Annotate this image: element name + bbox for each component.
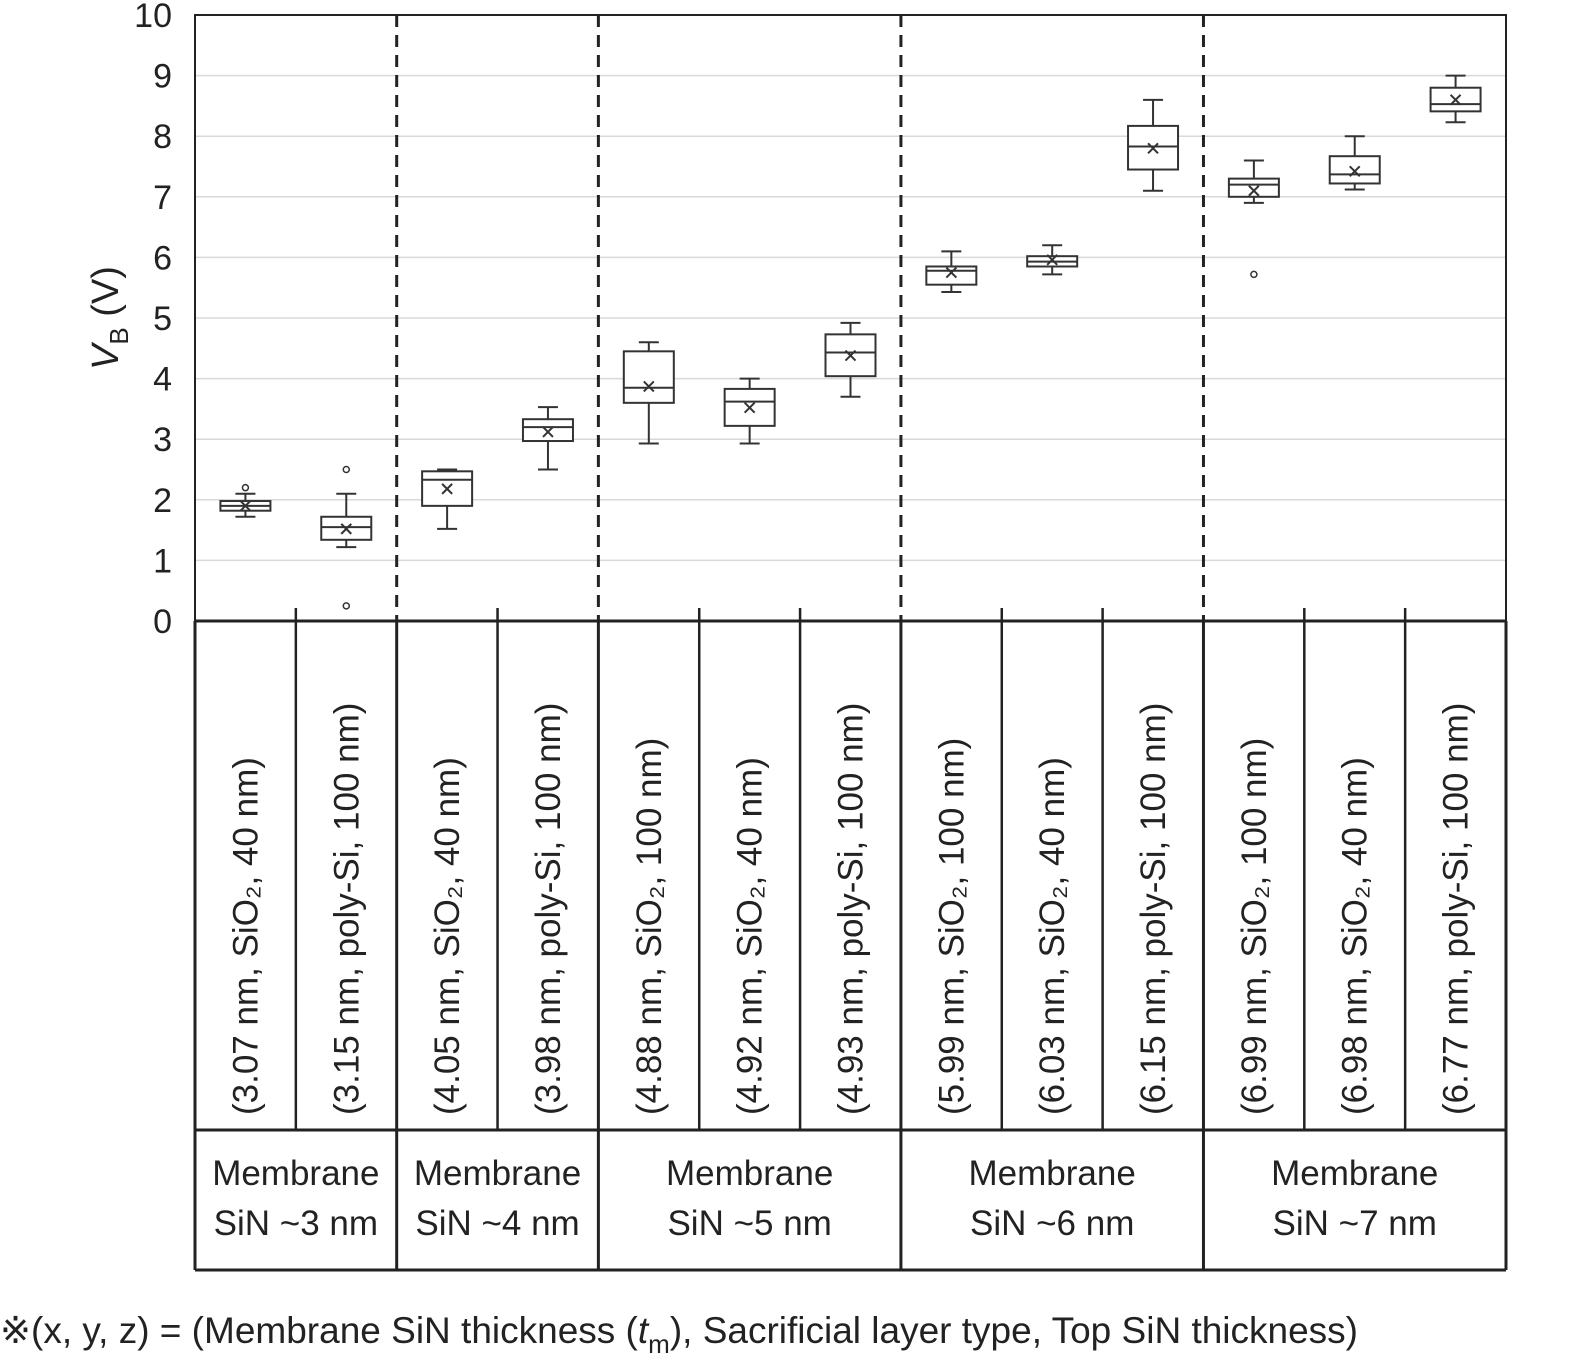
mean-marker [1248,185,1260,197]
box [521,418,574,443]
x-category-label: (6.15 nm, poly-Si, 100 nm) [1134,703,1173,1115]
y-tick-label: 5 [153,300,172,338]
x-category-label: (4.05 nm, SiO₂, 40 nm) [428,757,467,1115]
y-tick-label: 7 [153,179,172,217]
x-category-label: (5.99 nm, SiO₂, 100 nm) [932,738,971,1115]
group-label: Membrane [414,1154,581,1193]
x-category-label: (4.88 nm, SiO₂, 100 nm) [630,738,669,1115]
y-tick-label: 2 [153,482,172,520]
mean-marker [542,426,554,438]
x-category-label: (3.98 nm, poly-Si, 100 nm) [529,703,568,1115]
x-category-label: (3.07 nm, SiO₂, 40 nm) [226,757,265,1115]
x-category-label: (4.93 nm, poly-Si, 100 nm) [832,703,871,1115]
footnote-text: ), Sacrificial layer type, Top SiN thick… [670,1310,1358,1351]
x-category-label: (6.03 nm, SiO₂, 40 nm) [1033,757,1072,1115]
group-label: Membrane [969,1154,1136,1193]
mean-marker [1449,94,1462,106]
mean-marker [239,500,252,512]
x-category-label: (3.15 nm, poly-Si, 100 nm) [327,703,366,1115]
y-tick-label: 4 [153,361,172,399]
y-label-subscript: B [104,327,134,344]
box [622,350,675,404]
mean-marker [1046,254,1058,266]
y-tick-label: 0 [153,603,172,641]
y-label-symbol: V [85,341,127,370]
y-tick-label: 3 [153,421,172,459]
mean-marker [340,523,352,535]
group-label: SiN ~7 nm [1273,1204,1437,1243]
group-label: Membrane [212,1154,379,1193]
group-label: SiN ~3 nm [214,1204,378,1243]
box [925,265,978,286]
mean-marker [1147,142,1159,155]
group-label: SiN ~5 nm [667,1204,831,1243]
y-label-unit: (V) [85,266,127,327]
mean-marker [743,401,756,414]
y-tick-label: 6 [153,239,172,277]
box [1328,155,1381,185]
mean-marker [643,380,655,393]
x-category-label: (6.98 nm, SiO₂, 40 nm) [1336,757,1375,1115]
y-tick-label: 1 [153,542,172,580]
group-label: Membrane [666,1154,833,1193]
box [421,470,474,507]
footnote-subscript: m [648,1329,670,1357]
y-axis-label: VB (V) [85,266,134,370]
y-tick-label: 8 [153,118,172,156]
box [1227,177,1280,198]
group-label: SiN ~6 nm [970,1204,1134,1243]
y-tick-label: 9 [153,58,172,96]
outlier [1250,270,1258,279]
group-label: Membrane [1271,1154,1438,1193]
outlier [342,465,351,474]
footnote-text: ※(x, y, z) = (Membrane SiN thickness ( [0,1310,639,1351]
outlier [342,602,351,610]
outlier [241,483,250,492]
y-tick-label: 10 [134,0,172,35]
x-category-label: (6.77 nm, poly-Si, 100 nm) [1437,703,1476,1115]
footnote: ※(x, y, z) = (Membrane SiN thickness (tm… [0,1310,1358,1357]
mean-marker [441,483,453,495]
group-label: SiN ~4 nm [415,1204,579,1243]
mean-marker [1349,165,1361,178]
mean-marker [844,349,857,362]
x-category-label: (6.99 nm, SiO₂, 100 nm) [1235,738,1274,1115]
footnote-symbol: t [638,1310,650,1351]
x-category-label: (4.92 nm, SiO₂, 40 nm) [731,757,770,1115]
mean-marker [945,266,958,279]
